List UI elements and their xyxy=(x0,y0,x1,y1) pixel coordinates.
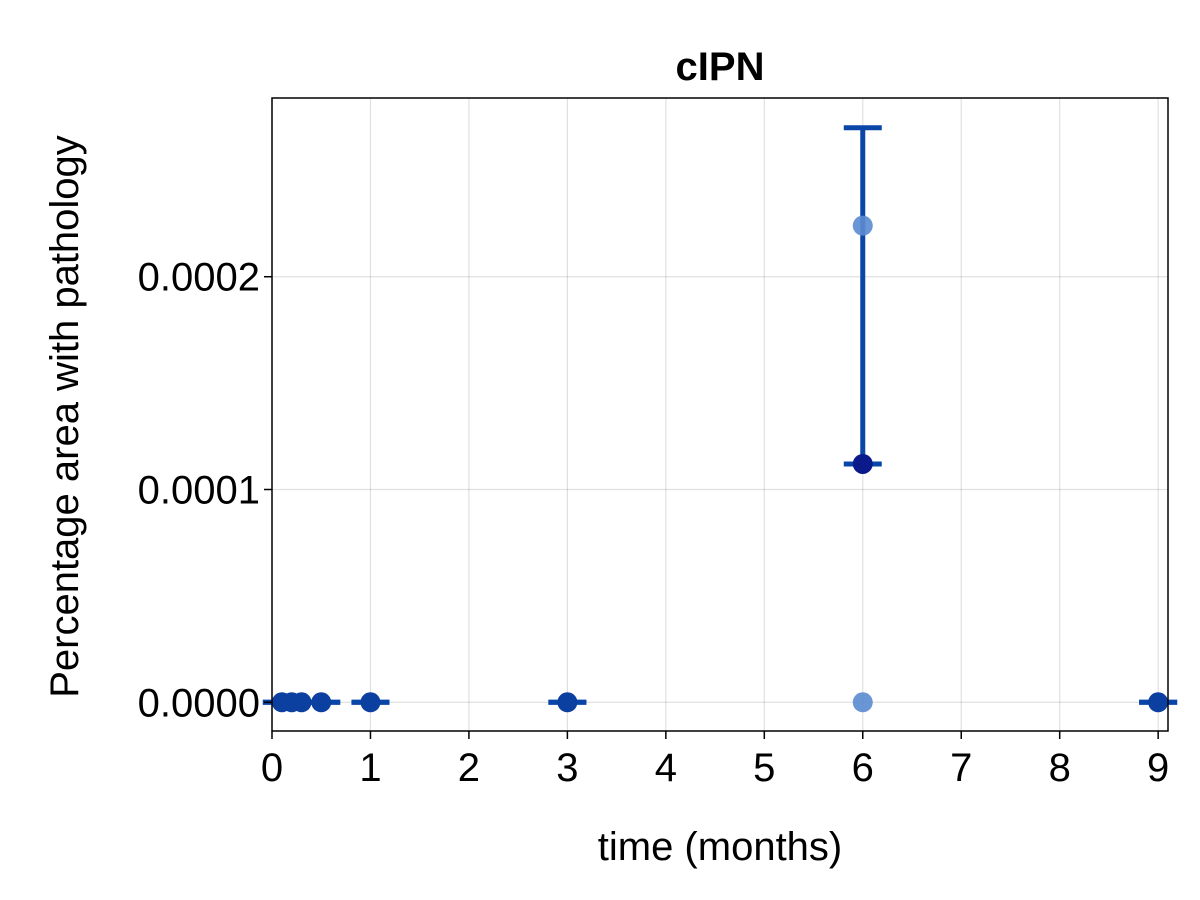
raw-data-point xyxy=(852,692,873,713)
y-tick-label: 0.0002 xyxy=(138,256,260,300)
x-tick-label: 7 xyxy=(950,746,972,790)
plot-frame xyxy=(271,97,1169,732)
x-tick-label: 1 xyxy=(359,746,381,790)
y-axis-label: Percentage area with pathology xyxy=(43,135,87,698)
x-tick-label: 9 xyxy=(1147,746,1169,790)
mean-data-point xyxy=(1148,692,1169,713)
grid xyxy=(271,98,1168,731)
chart-title: cIPN xyxy=(676,45,765,89)
x-tick-label: 4 xyxy=(655,746,677,790)
raw-data-point xyxy=(852,215,873,236)
mean-data-point xyxy=(311,692,332,713)
y-tick-label: 0.0001 xyxy=(138,469,260,513)
x-tick-label: 3 xyxy=(556,746,578,790)
data-points xyxy=(271,215,1169,713)
x-tick-label: 2 xyxy=(458,746,480,790)
x-axis-label: time (months) xyxy=(598,825,843,869)
x-axis-ticks: 0 1 2 3 4 5 6 7 8 9 xyxy=(261,731,1169,790)
x-tick-label: 6 xyxy=(852,746,874,790)
y-axis-ticks: 0.0000 0.0001 0.0002 xyxy=(138,256,272,725)
x-tick-label: 5 xyxy=(753,746,775,790)
mean-data-point xyxy=(557,692,578,713)
mean-data-point xyxy=(291,692,312,713)
error-bars xyxy=(262,125,1178,705)
y-tick-label: 0.0000 xyxy=(138,681,260,725)
x-tick-label: 0 xyxy=(261,746,283,790)
mean-data-point xyxy=(852,453,873,474)
x-tick-label: 8 xyxy=(1049,746,1071,790)
mean-data-point xyxy=(360,692,381,713)
